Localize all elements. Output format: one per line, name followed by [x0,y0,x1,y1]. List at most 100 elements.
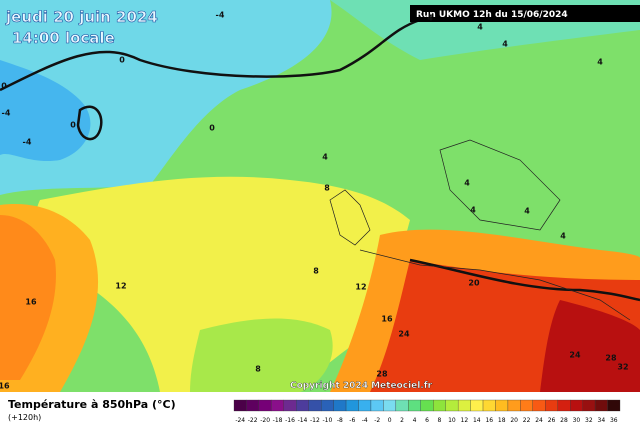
mild-pocket [190,318,333,392]
colorbar-label: 16 [485,417,493,424]
colorbar-label: -14 [298,417,308,424]
colorbar-label: 28 [560,417,568,424]
colorbar-label: 4 [413,417,417,424]
colorbar-label: 36 [610,417,618,424]
copyright: Copyright 2024 Meteociel.fr [290,381,433,391]
contour-label: 4 [477,23,483,32]
colorbar-label: -16 [285,417,295,424]
run-label: Run UKMO 12h du 15/06/2024 [416,10,568,20]
extreme-region [540,300,640,392]
colorbar-label: -24 [235,417,245,424]
colorbar-swatch [433,399,446,412]
contour-label: 32 [617,363,628,372]
colorbar-label: 24 [535,417,543,424]
colorbar-swatch [582,399,596,412]
contour-label: 0 [209,124,215,133]
legend-subtitle: (+120h) [8,413,41,422]
contour-label: 16 [25,298,37,307]
contour-line [409,258,640,302]
contour-label: 4 [560,232,566,241]
contour-label: 4 [322,153,328,162]
colorbar-label: 0 [388,417,392,424]
contour-label: 4 [427,14,433,23]
colorbar-label: 10 [448,417,456,424]
contour-label: 8 [324,184,330,193]
colorbar-swatch [395,399,409,412]
colorbar-swatch [507,399,521,412]
colorbar-swatch [283,399,297,412]
contour-label: 8 [313,267,319,276]
contour-label: -4 [23,138,32,147]
contour-label: 0 [119,56,125,65]
colorbar-label: -2 [374,417,380,424]
contour-label: 20 [468,279,480,288]
contour-label: 8 [255,365,261,374]
colorbar-swatch [607,399,621,412]
colorbar-swatch [408,399,421,412]
colorbar-label: 12 [461,417,469,424]
colorbar-swatch [470,399,484,412]
colorbar-swatch [233,399,247,412]
contour-line [0,18,421,92]
colorbar-swatch [495,399,509,412]
colorbar-label: 22 [523,417,531,424]
colorbar-swatch [557,399,571,412]
contour-label: 4 [464,179,470,188]
colorbar-swatch [345,399,359,412]
legend-title: Température à 850hPa (°C) [8,398,176,411]
colorbar-label: 8 [438,417,442,424]
colorbar-swatch [271,399,284,412]
contour-label: 24 [398,330,410,339]
colorbar-swatch [358,399,372,412]
contour-label: 4 [597,58,603,67]
cool-region [0,0,332,195]
colorbar-swatch [570,399,583,412]
colorbar-label: -4 [362,417,368,424]
colorbar-label: 18 [498,417,506,424]
colorbar-swatch [321,399,334,412]
map: Run UKMO 12h du 15/06/2024 jeudi 20 juin… [0,0,640,392]
colorbar-label: 30 [573,417,581,424]
time-label: 14:00 locale [12,29,115,47]
colorbar-label: 6 [425,417,429,424]
contour-label: 0 [1,82,7,91]
contour-label: 4 [470,206,476,215]
cold-region [0,60,91,162]
colorbar-swatch [482,399,496,412]
contour-line [76,105,103,141]
colorbar-swatch [333,399,347,412]
colorbar-label: 32 [585,417,593,424]
run-box [410,5,640,22]
colorbar-label: 26 [548,417,556,424]
contour-label: 12 [115,282,126,291]
colorbar-swatch [370,399,384,412]
colorbar-swatch [594,399,608,412]
contour-label: -4 [2,109,11,118]
colorbar-label: -22 [248,417,258,424]
colorbar-swatch [520,399,533,412]
contour-label: 0 [70,121,76,130]
contour-label: 24 [569,351,581,360]
colorbar-label: 20 [510,417,518,424]
contour-label: 4 [524,207,530,216]
colorbar-swatch [296,399,309,412]
colorbar-label: 2 [400,417,404,424]
colorbar-swatch [445,399,459,412]
colorbar-swatch [532,399,546,412]
colorbar: -24 -22 -20 -18 -16 -14 -12 -10 -8 -6 -4 -2 0 2 4 6 8 10 1… [233,399,621,424]
contour-labels: -4 4 4 4 4 0 0 -4 0 0 -4 4 8 4 4 4 4 16 12 8 12 16 20 24 28 8 24 28… [0,11,629,391]
colorbar-swatch [308,399,322,412]
colorbar-label: 14 [473,417,481,424]
colorbar-label: -6 [349,417,355,424]
colorbar-label: -20 [260,417,270,424]
colorbar-label: 34 [598,417,606,424]
contour-label: 12 [355,283,366,292]
colorbar-label: -12 [310,417,320,424]
colorbar-swatch [420,399,434,412]
coastline [329,139,631,321]
contour-label: 28 [376,370,388,379]
colorbar-swatch [246,399,260,412]
colorbar-label: -10 [322,417,332,424]
date-label: jeudi 20 juin 2024 [5,8,158,26]
